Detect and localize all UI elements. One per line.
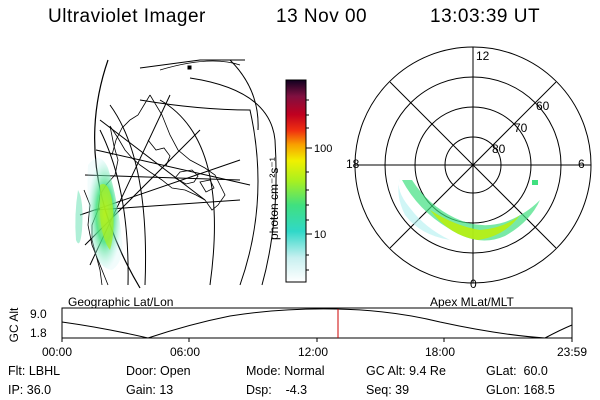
colorbar-tick-100: 100	[314, 143, 332, 155]
lon-line-7	[139, 59, 245, 69]
gc-alt-readout: GC Alt: 9.4 Re	[366, 364, 446, 378]
timeline-ylabel: GC Alt	[7, 307, 21, 343]
mlt-label-12: 12	[476, 49, 490, 63]
xtick-1200: 12:00	[298, 345, 329, 359]
gain-readout: Gain: 13	[126, 383, 174, 397]
lat-circle-6	[99, 129, 129, 286]
track-arc	[159, 60, 241, 71]
ip-readout: IP: 36.0	[8, 383, 52, 397]
coastline-3	[174, 169, 199, 185]
ytick-high: 9.0	[30, 307, 47, 321]
lon-line-8	[94, 199, 241, 211]
mlt-label-18: 18	[346, 157, 360, 171]
colorbar-ticks	[306, 99, 312, 271]
mlat-label-70: 70	[514, 121, 528, 135]
door-readout: Door: Open	[126, 364, 191, 378]
polar-grid	[354, 46, 592, 284]
track-marker	[187, 65, 192, 70]
glon-readout: GLon: 168.5	[486, 383, 555, 397]
glat-readout: GLat: 60.0	[486, 364, 548, 378]
lat-circle-3	[189, 77, 277, 286]
xtick-1800: 18:00	[425, 345, 456, 359]
colorbar-tick-10: 10	[314, 229, 326, 241]
aurora-emission-polar	[398, 178, 540, 241]
colorbar	[285, 79, 307, 283]
mlt-label-0: 0	[470, 277, 477, 291]
coastline-4	[199, 179, 215, 193]
ytick-low: 1.8	[30, 326, 47, 340]
lat-circle-4	[229, 59, 259, 131]
geographic-map	[79, 59, 277, 289]
coastline-2	[111, 94, 151, 156]
seq-readout: Seq: 39	[366, 383, 410, 397]
lon-line-1	[84, 174, 241, 181]
geographic-panel-label: Geographic Lat/Lon	[68, 295, 174, 309]
timeline-xticks	[61, 338, 573, 342]
mode-readout: Mode: Normal	[246, 364, 325, 378]
lon-line-5	[99, 119, 206, 201]
xtick-0600: 06:00	[170, 345, 201, 359]
lon-line-6	[95, 149, 251, 186]
aurora-emission-geographic	[75, 158, 123, 270]
mlat-label-80: 80	[492, 142, 506, 156]
mlat-label-60: 60	[536, 99, 550, 113]
orbit-altitude-curve	[61, 308, 573, 339]
colorbar-unit-label: photon cm⁻²s⁻¹	[267, 157, 281, 240]
time-readout: 13:03:39 UT	[430, 6, 541, 27]
dsp-readout: Dsp: -4.3	[246, 383, 308, 397]
coastline-6	[147, 139, 171, 167]
timeline-frame	[61, 307, 573, 339]
mlt-label-6: 6	[578, 157, 585, 171]
apex-panel-label: Apex MLat/MLT	[430, 295, 514, 309]
date-readout: 13 Nov 00	[276, 6, 368, 27]
lat-circle-5	[109, 104, 147, 286]
app-title: Ultraviolet Imager	[48, 6, 206, 27]
filter-readout: Flt: LBHL	[8, 364, 61, 378]
lat-circle-1	[159, 99, 215, 286]
xtick-0000: 00:00	[42, 345, 73, 359]
lat-circle-2	[139, 99, 259, 286]
xtick-2359: 23:59	[557, 345, 588, 359]
